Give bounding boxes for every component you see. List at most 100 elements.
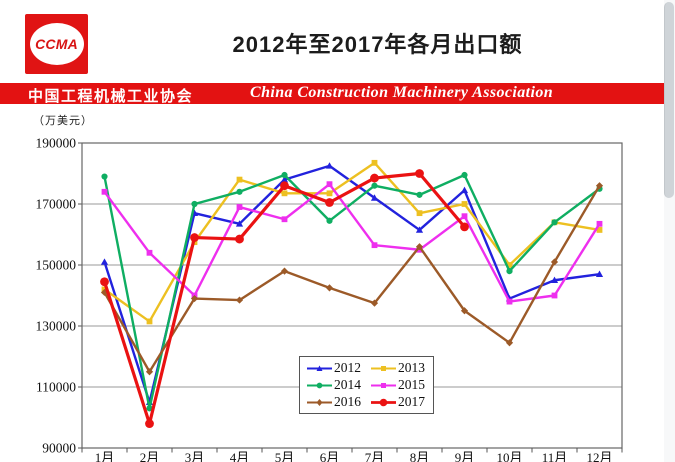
data-point-marker	[461, 213, 468, 220]
ccma-logo-text: CCMA	[35, 36, 78, 52]
data-point-marker	[595, 270, 604, 277]
data-point-marker	[371, 159, 378, 166]
data-point-marker	[415, 243, 424, 251]
data-point-marker	[370, 299, 379, 307]
x-tick-label: 3月	[185, 450, 205, 462]
x-tick-label: 8月	[410, 450, 430, 462]
legend-item-2017: 2017	[371, 394, 425, 410]
legend-item-2015: 2015	[371, 377, 425, 393]
data-point-marker	[280, 176, 289, 183]
y-tick-label: 90000	[42, 441, 76, 456]
series-line-2015	[103, 182, 601, 303]
page-title: 2012年至2017年各月出口额	[232, 32, 523, 57]
data-point-marker	[371, 242, 378, 249]
data-point-marker	[190, 233, 199, 242]
data-point-marker	[280, 181, 289, 191]
data-point-marker	[370, 173, 379, 183]
x-tick-label: 11月	[542, 450, 568, 462]
legend-label: 2017	[398, 394, 425, 409]
banner-chinese-name: 中国工程机械工业协会	[28, 88, 194, 105]
data-point-marker	[506, 262, 513, 268]
data-point-marker	[100, 288, 109, 297]
data-point-marker	[506, 268, 513, 275]
data-point-marker	[550, 258, 559, 266]
scrollbar-track[interactable]	[664, 0, 675, 462]
x-tick-label: 12月	[586, 450, 612, 462]
data-point-marker	[145, 419, 154, 428]
legend-item-2016: 2016	[307, 394, 361, 410]
data-point-marker	[415, 169, 424, 178]
data-point-marker	[416, 210, 423, 217]
data-point-marker	[101, 173, 108, 180]
legend-item-2014: 2014	[307, 377, 361, 393]
x-tick-label: 4月	[230, 450, 250, 462]
legend-marker-diamond	[316, 398, 323, 406]
legend-label: 2016	[334, 394, 361, 409]
data-point-marker	[236, 176, 243, 183]
legend-label: 2013	[398, 360, 425, 375]
data-point-marker	[325, 162, 334, 169]
data-point-marker	[280, 267, 289, 275]
data-point-marker	[460, 222, 469, 232]
data-point-marker	[281, 216, 288, 223]
legend-swatch-2012	[307, 365, 332, 371]
x-tick-label: 10月	[496, 450, 522, 462]
y-tick-label: 110000	[36, 380, 76, 395]
data-point-marker	[326, 181, 333, 188]
legend-swatch-2013	[371, 365, 396, 371]
data-point-marker	[100, 258, 109, 265]
x-tick-label: 7月	[365, 450, 385, 462]
data-point-marker	[416, 191, 423, 198]
data-point-marker	[146, 249, 153, 256]
data-point-marker	[146, 318, 153, 325]
x-tick-label: 2月	[140, 450, 160, 462]
data-point-marker	[460, 307, 469, 315]
legend-marker-triangle	[316, 365, 323, 371]
data-point-marker	[415, 226, 424, 233]
data-point-marker	[191, 200, 198, 208]
legend-label: 2015	[398, 377, 425, 392]
data-point-marker	[235, 220, 244, 227]
x-tick-label: 9月	[455, 450, 475, 462]
data-point-marker	[190, 294, 199, 303]
data-point-marker	[236, 188, 243, 195]
data-point-marker	[505, 339, 514, 347]
data-point-marker	[371, 182, 378, 189]
data-point-marker	[326, 190, 333, 197]
data-point-marker	[235, 296, 244, 304]
legend-label: 2012	[334, 360, 361, 375]
data-point-marker	[595, 182, 604, 190]
data-point-marker	[325, 198, 334, 207]
series-line-2014	[103, 173, 601, 410]
series-line-2012	[103, 164, 600, 404]
data-point-marker	[596, 227, 603, 233]
data-point-marker	[551, 219, 558, 226]
data-point-marker	[596, 220, 603, 227]
series-line-2016	[103, 185, 601, 373]
data-point-marker	[281, 171, 288, 179]
data-point-marker	[325, 284, 334, 292]
series-line-2013	[103, 161, 600, 323]
y-tick-label: 150000	[36, 258, 77, 273]
ccma-logo-ellipse: CCMA	[29, 23, 84, 65]
ccma-logo: CCMA	[25, 14, 88, 74]
y-tick-label: 190000	[36, 136, 77, 151]
legend-swatch-2016	[307, 398, 332, 406]
legend-marker-square	[381, 365, 386, 371]
legend-swatch-2015	[371, 382, 396, 388]
data-point-marker	[101, 188, 108, 195]
data-point-marker	[145, 368, 154, 376]
association-banner: 中国工程机械工业协会 China Construction Machinery …	[0, 83, 675, 105]
data-point-marker	[460, 186, 469, 194]
data-point-marker	[550, 276, 559, 284]
legend-label: 2014	[334, 377, 361, 392]
x-tick-label: 6月	[320, 450, 340, 462]
y-tick-label: 170000	[36, 197, 77, 212]
x-tick-label: 1月	[95, 450, 115, 462]
data-point-marker	[100, 277, 109, 287]
legend-swatch-2014	[307, 382, 332, 388]
data-point-marker	[235, 234, 244, 244]
data-point-marker	[370, 194, 379, 201]
legend-item-2012: 2012	[307, 360, 361, 376]
scrollbar-thumb[interactable]	[664, 2, 674, 198]
